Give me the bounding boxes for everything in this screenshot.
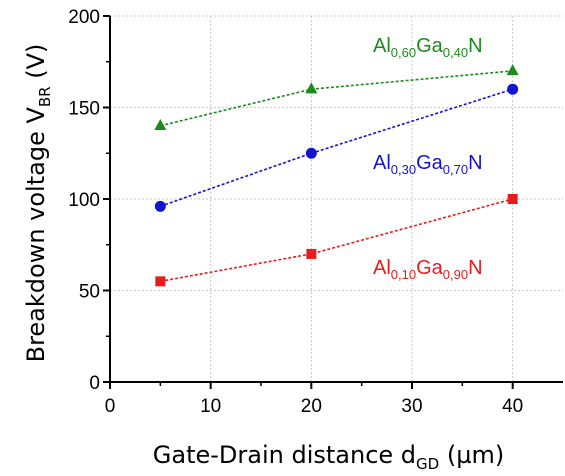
data-point-triangle bbox=[506, 64, 519, 76]
x-tick-label: 10 bbox=[200, 396, 221, 417]
series-line bbox=[160, 88, 513, 208]
data-point-square bbox=[507, 194, 518, 204]
series-annotations: Al0,60Ga0,40N Al0,30Ga0,70N Al0,10Ga0,90N bbox=[373, 35, 483, 282]
data-point-square bbox=[155, 276, 166, 287]
series-line bbox=[160, 198, 513, 283]
series-label: Al0,10Ga0,90N bbox=[373, 257, 483, 282]
x-tick-label: 40 bbox=[502, 396, 523, 417]
data-point-circle bbox=[154, 200, 166, 212]
data-series bbox=[154, 64, 519, 287]
data-point-circle bbox=[305, 147, 317, 159]
series-line bbox=[160, 70, 513, 127]
series-label: Al0,60Ga0,40N bbox=[373, 35, 483, 60]
y-tick-label: 100 bbox=[68, 190, 100, 211]
x-axis-title: Gate-Drain distance dGD (µm) bbox=[153, 441, 504, 473]
x-tick-label: 30 bbox=[401, 396, 422, 417]
y-tick-label: 0 bbox=[89, 373, 100, 394]
data-point-triangle bbox=[154, 118, 167, 130]
grid-lines bbox=[110, 15, 563, 382]
y-axis-title: Breakdown voltage VBR (V) bbox=[22, 44, 54, 363]
y-tick-label: 150 bbox=[68, 99, 100, 120]
data-point-square bbox=[306, 248, 317, 259]
y-tick-label: 50 bbox=[79, 282, 100, 303]
axes: 0 10 20 30 40 0 50 100 150 200 bbox=[68, 7, 563, 417]
data-point-triangle bbox=[305, 82, 318, 94]
data-point-circle bbox=[507, 83, 519, 95]
y-tick-label: 200 bbox=[68, 7, 100, 28]
x-tick-label: 0 bbox=[105, 396, 116, 417]
x-tick-label: 20 bbox=[301, 396, 322, 417]
series-label: Al0,30Ga0,70N bbox=[373, 152, 483, 177]
